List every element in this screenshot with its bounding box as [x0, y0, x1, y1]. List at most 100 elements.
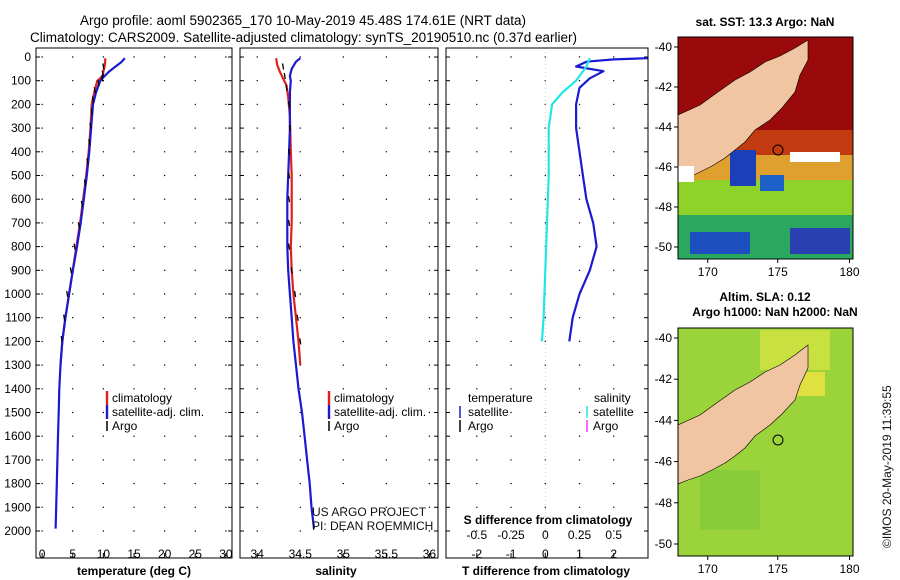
argo-point — [77, 222, 81, 229]
south-island-shape-sla — [678, 344, 809, 485]
grid-dot — [72, 245, 74, 248]
grid-dot — [225, 530, 227, 532]
grid-dot — [225, 222, 227, 224]
grid-dot — [256, 56, 258, 58]
grid-dot — [544, 364, 546, 366]
grid-dot — [41, 245, 43, 248]
legend-s-argo: Argo — [593, 419, 619, 433]
grid-dot — [428, 459, 431, 461]
temperature-profiles — [54, 57, 126, 529]
depth-tick-label: 100 — [11, 74, 31, 88]
depth-tick-label: 2000 — [4, 524, 31, 538]
grid-dot — [194, 245, 196, 248]
grid-dot — [163, 151, 166, 153]
grid-dot — [476, 174, 478, 177]
map-y-tick-label: -46 — [655, 160, 673, 174]
grid-dot — [476, 506, 478, 508]
grid-dot — [133, 411, 135, 414]
series-line-s-satellite — [540, 57, 591, 342]
grid-dot — [613, 482, 615, 485]
grid-dot — [476, 56, 478, 58]
grid-dot — [544, 459, 546, 461]
argo-point — [97, 79, 100, 87]
grid-dot — [544, 506, 546, 508]
grid-dot — [163, 245, 166, 248]
grid-dot — [225, 269, 227, 271]
grid-dot — [225, 293, 227, 295]
grid-dot — [41, 459, 43, 461]
grid-dot — [133, 482, 135, 485]
grid-dot — [428, 80, 431, 82]
sst-map-panel: sat. SST: 13.3 Argo: NaN -40 -42 -44 -46 -48… — [655, 15, 860, 279]
grid-dot — [225, 151, 227, 153]
grid-dot — [578, 198, 581, 200]
grid-dot — [299, 103, 301, 106]
x-tick-label: 34.5 — [289, 547, 313, 561]
grid-dot — [194, 269, 196, 271]
grid-dot — [133, 269, 135, 271]
grid-dot — [299, 459, 301, 461]
grid-dot — [385, 269, 388, 271]
sla-map-y-ticks: -40 -42 -44 -46 -48 -50 — [655, 331, 678, 551]
grid-dot — [133, 151, 135, 153]
argo-point — [299, 338, 302, 345]
grid-dot — [163, 269, 166, 271]
grid-dot — [72, 198, 74, 200]
temperature-panel: 0 5 10 15 20 25 30 temperature (deg C) climato… — [35, 47, 233, 578]
grid-dot — [428, 435, 431, 437]
grid-dot — [342, 293, 345, 295]
grid-dot — [72, 56, 74, 58]
grid-dot — [102, 174, 105, 177]
grid-dot — [194, 198, 196, 200]
argo-point — [288, 124, 292, 132]
grid-dot — [578, 174, 581, 177]
grid-dot — [41, 269, 43, 271]
grid-dot — [133, 174, 135, 177]
grid-dot — [41, 388, 43, 390]
grid-dot — [194, 127, 196, 129]
map-y-tick-label: -44 — [655, 413, 673, 427]
grid-dot — [299, 293, 301, 295]
grid-dot — [256, 174, 258, 177]
grid-dot — [385, 459, 388, 461]
grid-dot — [72, 411, 74, 414]
grid-dot — [194, 459, 196, 461]
grid-dot — [578, 127, 581, 129]
grid-dot — [194, 80, 196, 82]
grid-dot — [194, 151, 196, 153]
grid-dot — [225, 411, 227, 414]
grid-dot — [102, 435, 105, 437]
grid-dot — [476, 459, 478, 461]
grid-dot — [194, 103, 196, 106]
grid-dot — [72, 388, 74, 390]
grid-dot — [428, 293, 431, 295]
argo-point — [287, 172, 291, 179]
grid-dot — [163, 388, 166, 390]
grid-dot — [163, 56, 166, 58]
grid-dot — [428, 222, 431, 224]
grid-dot — [41, 317, 43, 319]
grid-dot — [510, 269, 512, 271]
grid-dot — [428, 245, 431, 248]
grid-dot — [41, 435, 43, 437]
salinity-x-ticks: 34 34.5 35 35.5 36 — [251, 547, 437, 561]
grid-dot — [613, 269, 615, 271]
grid-dot — [163, 411, 166, 414]
grid-dot — [194, 340, 196, 343]
depth-tick-label: 1900 — [4, 500, 31, 514]
grid-dot — [510, 506, 512, 508]
depth-tick-label: 1000 — [4, 287, 31, 301]
temperature-x-label: temperature (deg C) — [77, 564, 191, 578]
map-y-tick-label: -46 — [655, 455, 673, 469]
grid-dot — [133, 222, 135, 224]
argo-point — [287, 148, 291, 155]
grid-dot — [510, 293, 512, 295]
grid-dot — [256, 127, 258, 129]
grid-dot — [510, 103, 512, 106]
grid-dot — [194, 222, 196, 224]
map-y-tick-label: -50 — [655, 537, 673, 551]
grid-dot — [256, 198, 258, 200]
grid-dot — [225, 198, 227, 200]
series-line-satellite-adj-clim- — [54, 57, 126, 529]
grid-dot — [342, 506, 345, 508]
